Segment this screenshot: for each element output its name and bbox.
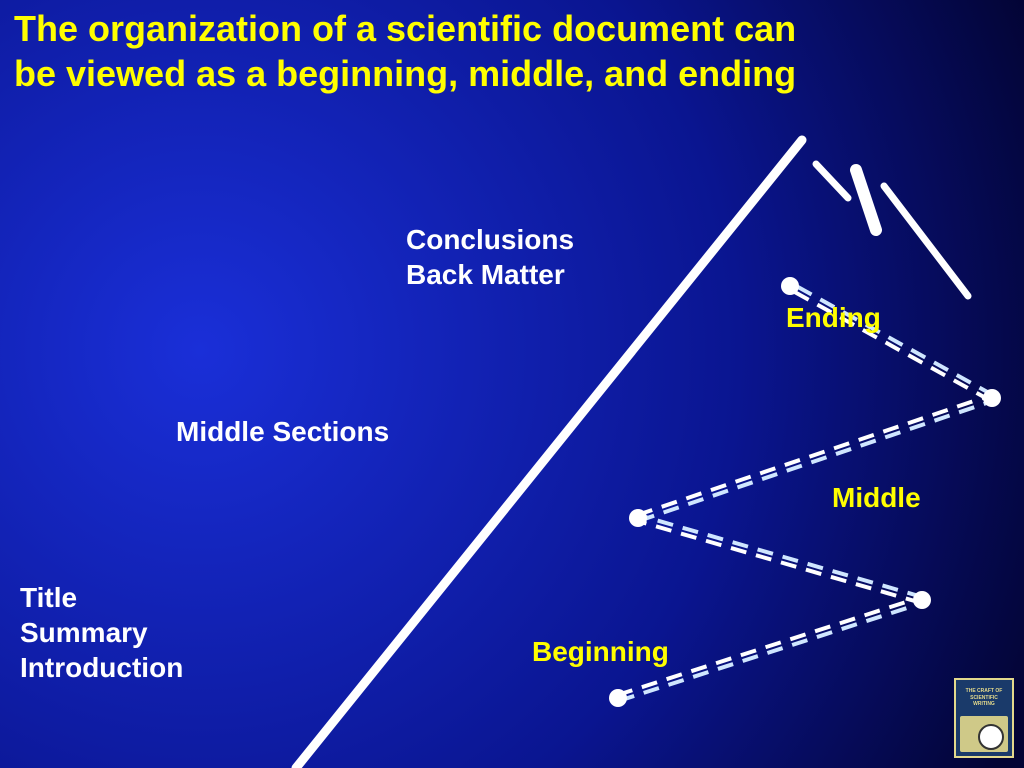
slide: THE CRAFT OFSCIENTIFIC WRITING The organ…	[0, 0, 1024, 768]
book-thumbnail: THE CRAFT OFSCIENTIFIC WRITING	[954, 678, 1014, 758]
accent-stroke-0	[816, 164, 848, 198]
label-middle-sect: Middle Sections	[176, 414, 389, 449]
accent-stroke-2	[884, 186, 968, 296]
slide-title: The organization of a scientific documen…	[14, 6, 796, 96]
label-conclusions: Conclusions Back Matter	[406, 222, 574, 292]
book-title-line: SCIENTIFIC WRITING	[959, 695, 1009, 708]
zigzag-seg-1-a	[639, 515, 923, 597]
label-middle: Middle	[832, 480, 921, 515]
zigzag-seg-1-b	[637, 521, 921, 603]
label-ending: Ending	[786, 300, 881, 335]
book-title-line: THE CRAFT OF	[959, 688, 1009, 695]
label-title-block: Title Summary Introduction	[20, 580, 183, 685]
zigzag-seg-2-b	[637, 395, 991, 515]
label-beginning: Beginning	[532, 634, 669, 669]
accent-stroke-1	[856, 170, 876, 230]
node-2	[629, 509, 647, 527]
node-3	[983, 389, 1001, 407]
node-0	[609, 689, 627, 707]
node-1	[913, 591, 931, 609]
zigzag-seg-2-a	[639, 401, 993, 521]
node-4	[781, 277, 799, 295]
